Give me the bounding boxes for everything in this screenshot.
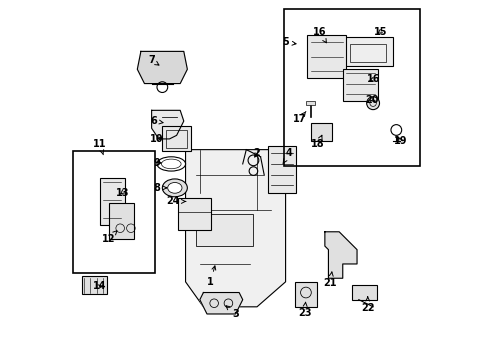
Bar — [109, 203, 134, 239]
Text: 22: 22 — [360, 297, 374, 313]
Text: 20: 20 — [365, 95, 378, 105]
Polygon shape — [151, 111, 183, 139]
Text: 16: 16 — [366, 74, 380, 84]
Bar — [178, 198, 210, 230]
Bar — [267, 146, 296, 193]
Text: 9: 9 — [153, 158, 161, 168]
Circle shape — [366, 97, 379, 110]
Text: 14: 14 — [93, 282, 106, 292]
Bar — [165, 130, 187, 148]
Text: 16: 16 — [312, 27, 325, 43]
Text: 21: 21 — [323, 272, 336, 288]
Text: 17: 17 — [292, 112, 306, 124]
Text: 13: 13 — [115, 188, 129, 198]
Text: 24: 24 — [166, 197, 185, 206]
Bar — [73, 152, 155, 273]
Polygon shape — [137, 51, 187, 84]
Text: 11: 11 — [93, 139, 106, 155]
Bar — [196, 214, 253, 246]
Polygon shape — [185, 150, 285, 307]
Ellipse shape — [162, 179, 187, 197]
Text: 5: 5 — [282, 37, 295, 48]
Bar — [342, 69, 378, 102]
Text: 1: 1 — [207, 266, 215, 287]
Bar — [342, 37, 392, 66]
Text: 15: 15 — [373, 27, 386, 37]
Bar — [306, 35, 346, 78]
Polygon shape — [324, 232, 356, 278]
Bar — [349, 44, 385, 62]
Text: 23: 23 — [297, 302, 311, 318]
Text: 6: 6 — [150, 116, 163, 126]
Bar — [305, 101, 314, 105]
Text: 3: 3 — [225, 306, 239, 319]
Text: 2: 2 — [253, 148, 260, 158]
Text: 10: 10 — [149, 134, 163, 144]
Bar — [295, 282, 316, 307]
Bar — [351, 285, 376, 300]
Ellipse shape — [167, 183, 182, 193]
Bar — [283, 9, 419, 166]
Bar — [100, 178, 124, 225]
Text: 7: 7 — [148, 55, 159, 65]
Bar — [310, 123, 331, 141]
Text: 19: 19 — [393, 136, 407, 147]
Text: 8: 8 — [153, 183, 166, 193]
Text: 4: 4 — [283, 148, 292, 163]
Bar — [162, 126, 190, 152]
Polygon shape — [200, 293, 242, 314]
Text: 12: 12 — [102, 231, 117, 244]
Bar — [82, 276, 107, 294]
Text: 18: 18 — [310, 135, 324, 149]
